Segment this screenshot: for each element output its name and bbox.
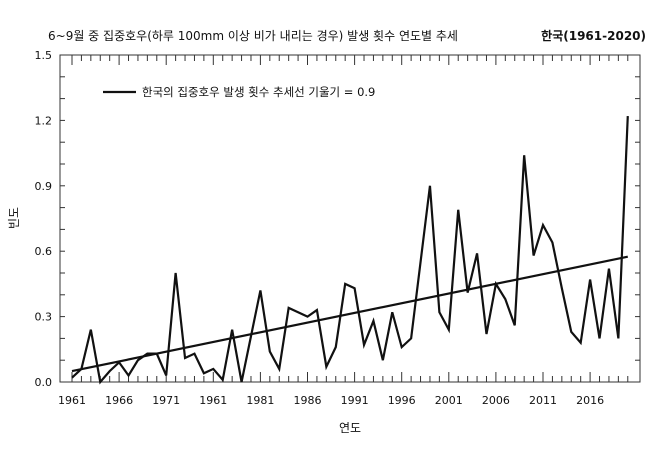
x-tick-label: 2001 [435, 394, 463, 407]
x-tick-label: 1986 [294, 394, 322, 407]
chart-subtitle: 한국(1961-2020) [541, 29, 646, 43]
trend-line [71, 255, 629, 373]
y-tick-label: 1.2 [35, 114, 53, 127]
chart-title: 6~9월 중 집중호우(하루 100mm 이상 비가 내리는 경우) 발생 횟수… [48, 29, 458, 43]
y-axis-label: 빈도 [7, 207, 21, 229]
x-tick-label: 1961 [199, 394, 227, 407]
y-tick-label: 0.3 [35, 311, 53, 324]
series-line-frequency [71, 115, 629, 385]
y-tick-label: 1.5 [35, 49, 53, 62]
y-tick-label: 0.0 [35, 376, 53, 389]
x-axis-label: 연도 [339, 421, 361, 435]
y-tick-label: 0.9 [35, 180, 53, 193]
x-tick-label: 1981 [246, 394, 274, 407]
x-tick-label: 1961 [58, 394, 86, 407]
x-tick-label: 2016 [576, 394, 604, 407]
x-tick-label: 1991 [341, 394, 369, 407]
y-tick-label: 0.6 [35, 245, 53, 258]
x-tick-label: 1971 [152, 394, 180, 407]
plot-frame [59, 54, 641, 383]
legend-label: 한국의 집중호우 발생 횟수 추세선 기울기 = 0.9 [142, 85, 375, 99]
x-tick-label: 2011 [529, 394, 557, 407]
x-tick-label: 2006 [482, 394, 510, 407]
x-tick-label: 1996 [388, 394, 416, 407]
x-tick-label: 1966 [105, 394, 133, 407]
